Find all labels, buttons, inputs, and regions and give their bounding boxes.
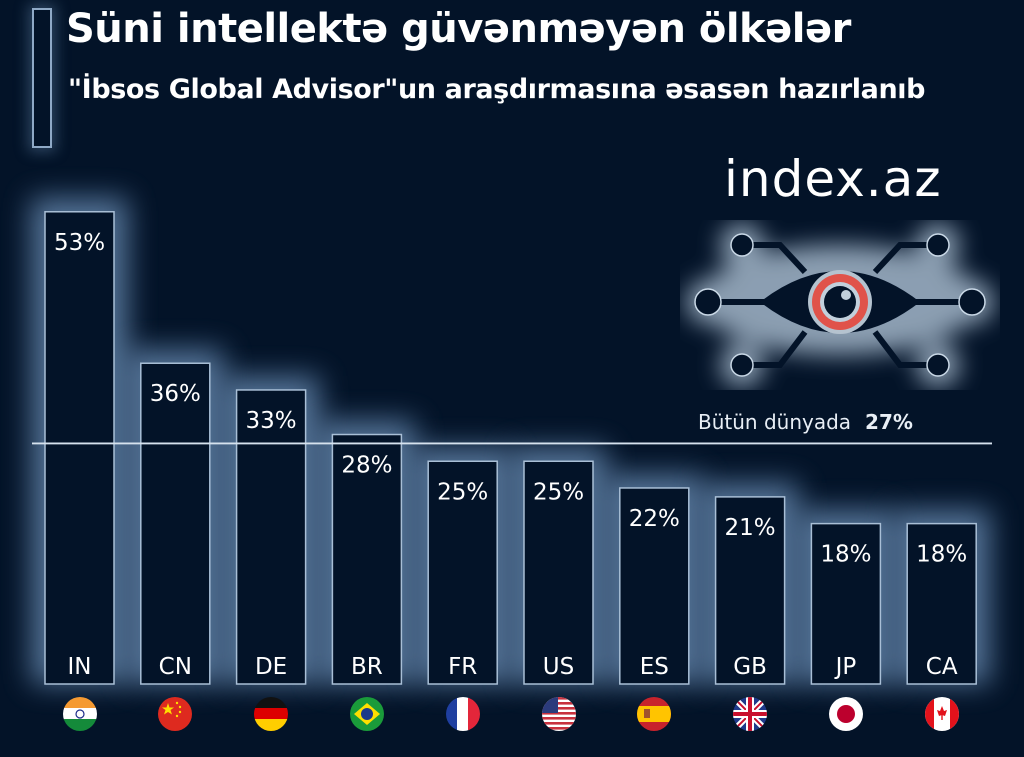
bar-br xyxy=(331,433,403,685)
category-label: DE xyxy=(255,654,287,680)
title-accent-bar xyxy=(32,8,52,148)
value-label: 28% xyxy=(341,453,392,479)
chart-title: Süni intellektə güvənməyən ölkələr xyxy=(66,6,851,52)
flag-brazil-icon xyxy=(349,697,384,731)
flag-uk-icon xyxy=(733,697,768,731)
value-label: 25% xyxy=(437,479,488,505)
flag-china-icon xyxy=(158,697,193,731)
bar-jp xyxy=(810,522,882,685)
category-label: CA xyxy=(926,654,958,680)
value-label: 25% xyxy=(533,479,584,505)
value-label: 22% xyxy=(629,506,680,532)
value-label: 33% xyxy=(246,408,297,434)
flag-japan-icon xyxy=(828,697,863,731)
flag-germany-icon xyxy=(254,697,289,731)
ai-eye-circuit-icon xyxy=(686,223,994,387)
category-label: BR xyxy=(351,654,383,680)
chart-subtitle: "İbsos Global Advisor"un araşdırmasına ə… xyxy=(68,74,926,105)
brand-logo: index.az xyxy=(724,150,942,208)
flag-india-icon xyxy=(62,697,97,731)
value-label: 21% xyxy=(725,515,776,541)
flag-usa-icon xyxy=(541,697,576,731)
bar-us xyxy=(523,460,594,685)
bar-in xyxy=(44,211,115,685)
bar-ca xyxy=(906,522,977,685)
value-label: 18% xyxy=(916,542,967,568)
category-label: JP xyxy=(834,654,857,680)
reference-label-text: Bütün dünyada xyxy=(698,410,852,434)
bar-es xyxy=(619,487,690,685)
flag-canada-icon xyxy=(924,697,959,731)
flag-spain-icon xyxy=(637,697,672,731)
value-label: 53% xyxy=(54,230,105,256)
category-label: FR xyxy=(448,654,477,680)
bar-fr xyxy=(427,460,498,685)
flag-france-icon xyxy=(445,697,480,731)
category-label: IN xyxy=(68,654,92,680)
category-label: US xyxy=(543,654,574,680)
category-label: GB xyxy=(733,654,767,680)
value-label: 36% xyxy=(150,381,201,407)
bar-de xyxy=(235,389,307,685)
value-label: 18% xyxy=(820,542,871,568)
reference-label-value: 27% xyxy=(865,410,913,434)
reference-line-label: Bütün dünyada 27% xyxy=(698,410,913,434)
category-label: CN xyxy=(159,654,192,680)
bar-gb xyxy=(714,496,786,685)
bar-cn xyxy=(140,362,211,685)
category-label: ES xyxy=(640,654,669,680)
